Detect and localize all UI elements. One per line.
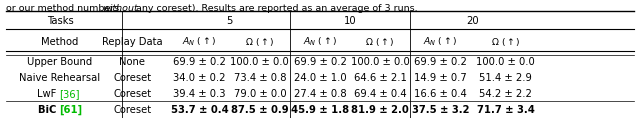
Text: 27.4 ± 0.8: 27.4 ± 0.8: [294, 89, 346, 99]
Text: 73.4 ± 0.8: 73.4 ± 0.8: [234, 73, 286, 83]
Text: 14.9 ± 0.7: 14.9 ± 0.7: [414, 73, 467, 83]
Text: 81.9 ± 2.0: 81.9 ± 2.0: [351, 105, 409, 115]
Text: Coreset: Coreset: [113, 89, 152, 99]
Text: 54.2 ± 2.2: 54.2 ± 2.2: [479, 89, 532, 99]
Text: 53.7 ± 0.4: 53.7 ± 0.4: [171, 105, 228, 115]
Text: 100.0 ± 0.0: 100.0 ± 0.0: [351, 57, 410, 67]
Text: 79.0 ± 0.0: 79.0 ± 0.0: [234, 89, 286, 99]
Text: Naive Rehearsal: Naive Rehearsal: [19, 73, 100, 83]
Text: 5: 5: [227, 16, 233, 26]
Text: or our method numbers: or our method numbers: [6, 4, 123, 13]
Text: without: without: [102, 4, 138, 13]
Text: BiC: BiC: [38, 105, 60, 115]
Text: $A_N$ ($\uparrow$): $A_N$ ($\uparrow$): [182, 36, 217, 48]
Text: 100.0 ± 0.0: 100.0 ± 0.0: [476, 57, 535, 67]
Text: 100.0 ± 0.0: 100.0 ± 0.0: [230, 57, 289, 67]
Text: 10: 10: [344, 16, 356, 26]
Text: Method: Method: [41, 37, 78, 47]
Text: $\Omega$ ($\uparrow$): $\Omega$ ($\uparrow$): [491, 36, 520, 48]
Text: Tasks: Tasks: [47, 16, 74, 26]
Text: 16.6 ± 0.4: 16.6 ± 0.4: [414, 89, 467, 99]
Text: 69.9 ± 0.2: 69.9 ± 0.2: [294, 57, 346, 67]
Text: Replay Data: Replay Data: [102, 37, 163, 47]
Text: 39.4 ± 0.3: 39.4 ± 0.3: [173, 89, 226, 99]
Text: Coreset: Coreset: [113, 73, 152, 83]
Text: 69.4 ± 0.4: 69.4 ± 0.4: [354, 89, 406, 99]
Text: [61]: [61]: [60, 105, 83, 115]
Text: 51.4 ± 2.9: 51.4 ± 2.9: [479, 73, 532, 83]
Text: $\Omega$ ($\uparrow$): $\Omega$ ($\uparrow$): [245, 36, 275, 48]
Text: 71.7 ± 3.4: 71.7 ± 3.4: [477, 105, 534, 115]
Text: $A_N$ ($\uparrow$): $A_N$ ($\uparrow$): [423, 36, 458, 48]
Text: 24.0 ± 1.0: 24.0 ± 1.0: [294, 73, 346, 83]
Text: None: None: [120, 57, 145, 67]
Text: 45.9 ± 1.8: 45.9 ± 1.8: [291, 105, 349, 115]
Text: $\Omega$ ($\uparrow$): $\Omega$ ($\uparrow$): [365, 36, 395, 48]
Text: 20: 20: [467, 16, 479, 26]
Text: any coreset). Results are reported as an average of 3 runs.: any coreset). Results are reported as an…: [132, 4, 417, 13]
Text: [36]: [36]: [60, 89, 80, 99]
Text: 87.5 ± 0.9: 87.5 ± 0.9: [231, 105, 289, 115]
Text: 69.9 ± 0.2: 69.9 ± 0.2: [414, 57, 467, 67]
Text: $A_N$ ($\uparrow$): $A_N$ ($\uparrow$): [303, 36, 337, 48]
Text: 64.6 ± 2.1: 64.6 ± 2.1: [354, 73, 406, 83]
Text: LwF: LwF: [37, 89, 60, 99]
Text: 34.0 ± 0.2: 34.0 ± 0.2: [173, 73, 226, 83]
Text: 69.9 ± 0.2: 69.9 ± 0.2: [173, 57, 226, 67]
Text: Coreset: Coreset: [113, 105, 152, 115]
Text: Upper Bound: Upper Bound: [27, 57, 92, 67]
Text: 37.5 ± 3.2: 37.5 ± 3.2: [412, 105, 469, 115]
